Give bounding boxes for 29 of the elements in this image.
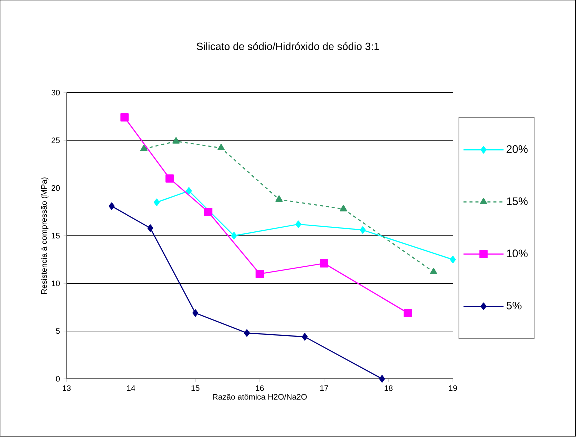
point bbox=[430, 268, 438, 275]
chart-title: Silicato de sódio/Hidróxido de sódio 3:1 bbox=[197, 42, 380, 50]
legend-label: 5% bbox=[506, 302, 522, 310]
point bbox=[296, 220, 302, 228]
point bbox=[231, 232, 238, 240]
point bbox=[404, 309, 412, 318]
legend-label: 20% bbox=[506, 146, 528, 154]
point bbox=[166, 174, 174, 183]
point bbox=[379, 375, 386, 383]
point bbox=[172, 137, 180, 144]
point bbox=[450, 256, 456, 264]
point bbox=[148, 224, 154, 232]
point bbox=[302, 333, 308, 341]
point bbox=[192, 310, 199, 318]
point bbox=[154, 198, 160, 206]
point bbox=[186, 187, 192, 195]
point bbox=[218, 144, 226, 151]
point bbox=[340, 205, 348, 212]
point bbox=[108, 202, 115, 210]
legend-label: 15% bbox=[507, 198, 528, 206]
point bbox=[360, 226, 366, 234]
legend-label: 10% bbox=[507, 250, 528, 258]
point bbox=[120, 114, 129, 122]
point bbox=[320, 260, 328, 268]
point bbox=[140, 145, 148, 152]
point bbox=[276, 196, 283, 202]
point bbox=[204, 208, 213, 216]
point bbox=[244, 330, 250, 338]
point bbox=[256, 270, 264, 278]
